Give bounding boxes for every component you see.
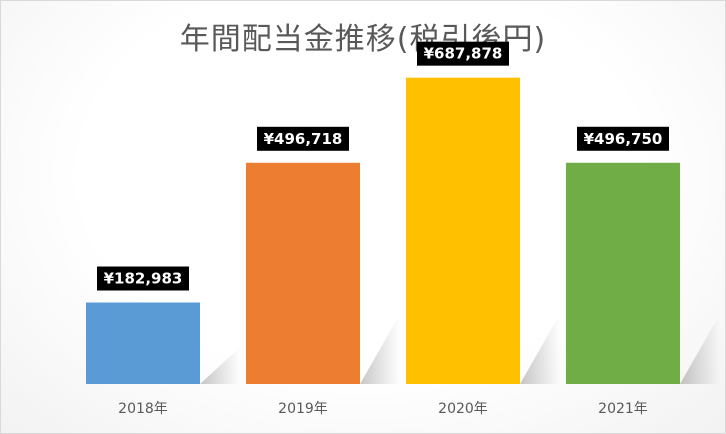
x-tick-label: 2018年 [118, 401, 168, 417]
x-tick-label: 2021年 [598, 401, 648, 417]
x-tick-label: 2020年 [438, 401, 488, 417]
bar-shadow [520, 314, 560, 384]
data-label: ¥496,750 [584, 130, 663, 148]
bar-2018年 [86, 302, 200, 384]
bar-shadow [360, 314, 400, 384]
data-label-box [97, 266, 189, 291]
bar-shadow [200, 347, 240, 384]
bar-shadow [680, 314, 720, 384]
bar-2021年 [566, 162, 680, 384]
data-label: ¥182,983 [104, 270, 183, 288]
data-label-box [577, 126, 669, 151]
bar-2020年 [406, 77, 520, 384]
data-label: ¥496,718 [264, 130, 343, 148]
bar-2019年 [246, 162, 360, 384]
data-label-box [257, 126, 349, 151]
data-label: ¥687,878 [424, 45, 503, 63]
x-tick-label: 2019年 [278, 401, 328, 417]
data-label-box [417, 41, 509, 66]
